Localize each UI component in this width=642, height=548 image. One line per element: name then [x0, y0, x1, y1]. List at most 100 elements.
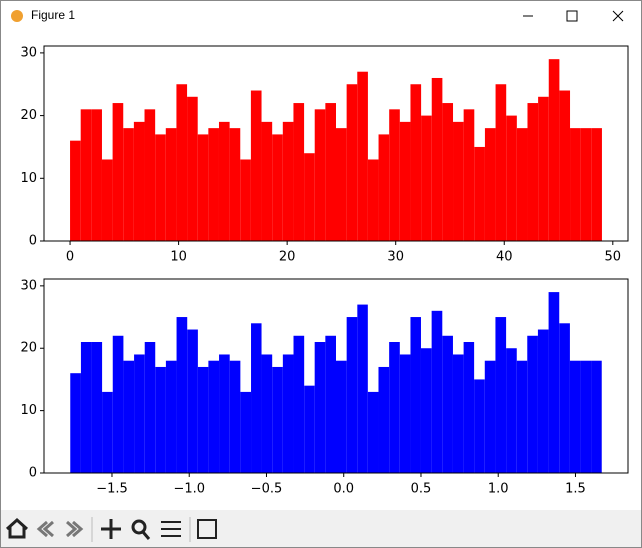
- bar: [229, 128, 241, 241]
- bar: [102, 391, 113, 473]
- zoom-button[interactable]: [131, 519, 147, 535]
- bar: [559, 323, 570, 473]
- bar: [112, 103, 124, 241]
- bar: [112, 335, 124, 473]
- y-tick-label: 10: [20, 171, 37, 186]
- x-tick-label: 1.0: [488, 482, 509, 497]
- bar: [357, 304, 368, 473]
- bar: [187, 329, 198, 473]
- y-tick-label: 10: [20, 403, 37, 418]
- bar: [240, 391, 252, 473]
- x-tick-label: 40: [496, 250, 513, 265]
- bar: [101, 159, 113, 241]
- bar: [495, 84, 507, 241]
- y-tick-label: 0: [29, 234, 37, 249]
- bar: [399, 354, 411, 473]
- bar: [336, 360, 347, 473]
- bar: [219, 354, 230, 473]
- bar: [442, 103, 454, 241]
- save-button[interactable]: [197, 519, 217, 539]
- bar: [421, 115, 432, 241]
- bar: [474, 146, 485, 241]
- bar: [527, 335, 538, 473]
- bar: [591, 360, 602, 473]
- x-tick-label: 0.0: [333, 482, 354, 497]
- bar: [367, 159, 379, 241]
- y-tick-label: 30: [20, 45, 37, 60]
- bar: [336, 128, 347, 241]
- bar: [272, 366, 283, 473]
- bar: [537, 329, 549, 473]
- bar: [272, 134, 283, 241]
- bar: [463, 342, 475, 473]
- bar: [123, 128, 134, 241]
- bar: [208, 128, 219, 241]
- bar: [229, 360, 241, 473]
- bar: [516, 360, 528, 473]
- x-tick-label: −0.5: [251, 482, 283, 497]
- bar: [378, 134, 390, 241]
- bar: [399, 121, 411, 241]
- bar: [548, 59, 560, 241]
- x-tick-label: −1.5: [96, 482, 128, 497]
- y-tick-label: 20: [20, 108, 37, 123]
- bar: [134, 354, 145, 473]
- bar: [378, 366, 390, 473]
- bar: [410, 84, 422, 241]
- bar: [548, 292, 560, 473]
- bar: [123, 360, 135, 473]
- bar: [538, 96, 549, 241]
- bar: [580, 360, 592, 473]
- bar: [80, 342, 92, 473]
- bar: [80, 109, 92, 241]
- forward-button[interactable]: [66, 520, 84, 538]
- home-button[interactable]: [5, 517, 29, 539]
- bar: [463, 109, 475, 241]
- maximize-button[interactable]: [566, 10, 578, 22]
- bar: [176, 317, 188, 473]
- bar: [314, 342, 326, 473]
- bar: [144, 109, 156, 241]
- bar: [516, 128, 528, 241]
- bar: [442, 335, 453, 473]
- bar: [495, 317, 507, 473]
- window-title: Figure 1: [31, 8, 75, 22]
- bar: [70, 140, 81, 241]
- bar: [569, 360, 581, 473]
- bar: [250, 90, 262, 241]
- bar: [314, 109, 326, 241]
- bar: [367, 391, 379, 473]
- bar: [293, 335, 305, 473]
- close-button[interactable]: [612, 10, 624, 22]
- bar: [325, 103, 336, 241]
- bar: [304, 153, 315, 241]
- toolbar: [1, 510, 641, 547]
- bar: [431, 77, 443, 241]
- x-tick-label: −1.0: [173, 482, 205, 497]
- x-tick-label: 1.5: [565, 482, 586, 497]
- bar: [389, 342, 400, 473]
- bar: [261, 354, 273, 473]
- bar: [452, 354, 464, 473]
- bar: [346, 317, 358, 473]
- bar: [506, 348, 517, 473]
- app-icon: [11, 10, 23, 22]
- bar: [133, 121, 145, 241]
- bar: [580, 128, 592, 241]
- configure-button[interactable]: [161, 521, 181, 537]
- back-button[interactable]: [36, 520, 54, 538]
- y-tick-label: 20: [20, 341, 37, 356]
- bar: [240, 159, 251, 241]
- bar: [197, 134, 209, 241]
- y-tick-label: 0: [29, 466, 37, 481]
- title-bar: [1, 1, 641, 31]
- bar: [282, 354, 294, 473]
- pan-button[interactable]: [101, 519, 121, 539]
- bar: [155, 366, 166, 473]
- bar: [410, 317, 421, 473]
- bar: [144, 342, 156, 473]
- bar: [346, 84, 358, 241]
- axes-frame: [43, 278, 629, 474]
- bar: [187, 96, 198, 241]
